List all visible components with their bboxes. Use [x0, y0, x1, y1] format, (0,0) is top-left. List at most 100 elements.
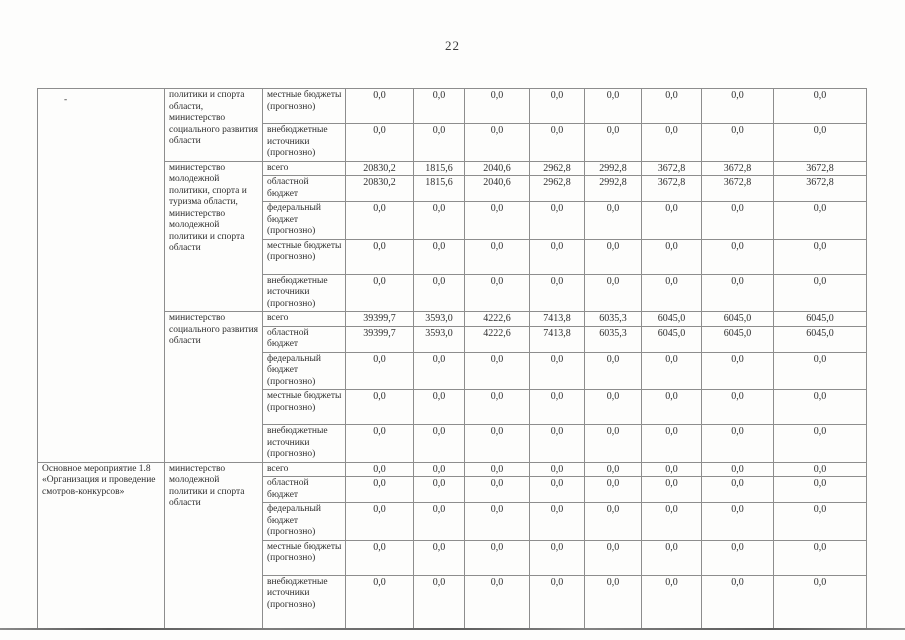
value-cell: 0,0: [701, 351, 774, 390]
value-cell: 0,0: [584, 424, 642, 463]
value-cell: 39399,7: [345, 311, 414, 327]
value-cell: 3672,8: [773, 160, 867, 176]
value-cell: 39399,7: [345, 325, 414, 353]
value-cell: 0,0: [641, 238, 702, 275]
budget-type-cell: всего: [262, 461, 346, 477]
value-cell: 0,0: [464, 123, 530, 162]
value-cell: 0,0: [345, 273, 414, 312]
budget-type-cell: внебюджетные источники (прогнозно): [262, 273, 346, 312]
value-cell: 0,0: [529, 238, 585, 275]
table-row: местные бюджеты (прогнозно) 0,0 0,0 0,0 0,0 0…: [38, 389, 867, 425]
value-cell: 0,0: [584, 389, 642, 425]
budget-type-cell: всего: [262, 160, 346, 176]
value-cell: 0,0: [529, 123, 585, 162]
budget-type-cell: внебюджетные источники (прогнозно): [262, 123, 346, 162]
value-cell: 0,0: [641, 424, 702, 463]
value-cell: 0,0: [701, 201, 774, 240]
ministry-cell: министерство молодежной политики и спорт…: [164, 461, 263, 629]
value-cell: 0,0: [701, 539, 774, 576]
value-cell: 0,0: [529, 502, 585, 541]
value-cell: 3593,0: [413, 311, 465, 327]
value-cell: 0,0: [701, 502, 774, 541]
value-cell: 2992,8: [584, 175, 642, 202]
value-cell: 0,0: [584, 123, 642, 162]
value-cell: 0,0: [413, 123, 465, 162]
value-cell: 3593,0: [413, 325, 465, 353]
value-cell: 0,0: [773, 539, 867, 576]
value-cell: 0,0: [701, 273, 774, 312]
value-cell: 0,0: [773, 389, 867, 425]
budget-type-cell: федеральный бюджет (прогнозно): [262, 502, 346, 541]
value-cell: 2962,8: [529, 160, 585, 176]
table-row: - политики и спорта области, министерство…: [37, 88, 867, 463]
value-cell: 0,0: [773, 351, 867, 390]
value-cell: 0,0: [345, 201, 414, 240]
value-cell: 20830,2: [345, 160, 414, 176]
budget-type-cell: внебюджетные источники (прогнозно): [262, 574, 346, 629]
value-cell: 0,0: [584, 238, 642, 275]
value-cell: 20830,2: [345, 175, 414, 202]
value-cell: 0,0: [584, 201, 642, 240]
value-cell: 0,0: [345, 539, 414, 576]
budget-type-cell: областной бюджет: [262, 325, 346, 353]
value-cell: 0,0: [773, 238, 867, 275]
budget-type-cell: областной бюджет: [262, 476, 346, 503]
value-cell: 1815,6: [413, 160, 465, 176]
value-cell: 0,0: [584, 461, 642, 477]
budget-table-body: - политики и спорта области, министерство…: [37, 88, 867, 629]
value-cell: 0,0: [464, 88, 530, 124]
value-cell: 0,0: [529, 273, 585, 312]
table-row: местные бюджеты (прогнозно) 0,0 0,0 0,0 0,0 0…: [38, 238, 867, 275]
value-cell: 0,0: [641, 461, 702, 477]
value-cell: 0,0: [584, 574, 642, 629]
value-cell: 0,0: [345, 389, 414, 425]
value-cell: 2992,8: [584, 160, 642, 176]
value-cell: 3672,8: [701, 160, 774, 176]
table-row: областной бюджет 39399,7 3593,0 4222,6 7413,…: [38, 325, 867, 353]
table-row: внебюджетные источники (прогнозно) 0,0 0,0…: [38, 424, 867, 463]
value-cell: 0,0: [701, 574, 774, 629]
value-cell: 0,0: [413, 238, 465, 275]
value-cell: 0,0: [641, 273, 702, 312]
value-cell: 0,0: [413, 88, 465, 124]
table-row: областной бюджет 20830,2 1815,6 2040,6 2962,…: [38, 175, 867, 202]
value-cell: 2040,6: [464, 160, 530, 176]
value-cell: 0,0: [529, 476, 585, 503]
table-row: местные бюджеты (прогнозно) 0,0 0,0 0,0 0,0 0…: [38, 539, 867, 576]
value-cell: 0,0: [701, 389, 774, 425]
value-cell: 0,0: [641, 502, 702, 541]
value-cell: 0,0: [701, 238, 774, 275]
value-cell: 0,0: [464, 502, 530, 541]
value-cell: 0,0: [529, 461, 585, 477]
value-cell: 0,0: [773, 502, 867, 541]
value-cell: 0,0: [584, 502, 642, 541]
value-cell: 0,0: [641, 351, 702, 390]
value-cell: 3672,8: [773, 175, 867, 202]
value-cell: 4222,6: [464, 311, 530, 327]
value-cell: 0,0: [413, 502, 465, 541]
page-number: 22: [445, 38, 460, 53]
value-cell: 0,0: [529, 201, 585, 240]
value-cell: 0,0: [773, 201, 867, 240]
activity-cell: -: [37, 88, 165, 463]
value-cell: 0,0: [464, 424, 530, 463]
table-row: министерство социального развития област…: [38, 311, 867, 463]
value-cell: 2962,8: [529, 175, 585, 202]
ministry-cell: политики и спорта области, министерство …: [164, 88, 263, 162]
budget-table: - политики и спорта области, министерство…: [37, 88, 867, 629]
activity-cell: Основное мероприятие 1.8 «Организация и …: [37, 461, 165, 629]
value-cell: 0,0: [464, 389, 530, 425]
value-cell: 0,0: [529, 539, 585, 576]
value-cell: 0,0: [345, 502, 414, 541]
value-cell: 0,0: [413, 273, 465, 312]
table-row: внебюджетные источники (прогнозно) 0,0 0,0…: [38, 273, 867, 312]
value-cell: 0,0: [773, 424, 867, 463]
budget-type-cell: местные бюджеты (прогнозно): [262, 389, 346, 425]
value-cell: 0,0: [413, 351, 465, 390]
value-cell: 0,0: [413, 476, 465, 503]
value-cell: 0,0: [345, 351, 414, 390]
value-cell: 0,0: [464, 539, 530, 576]
value-cell: 0,0: [701, 476, 774, 503]
ministry-cell: министерство социального развития област…: [164, 311, 263, 463]
value-cell: 0,0: [464, 238, 530, 275]
